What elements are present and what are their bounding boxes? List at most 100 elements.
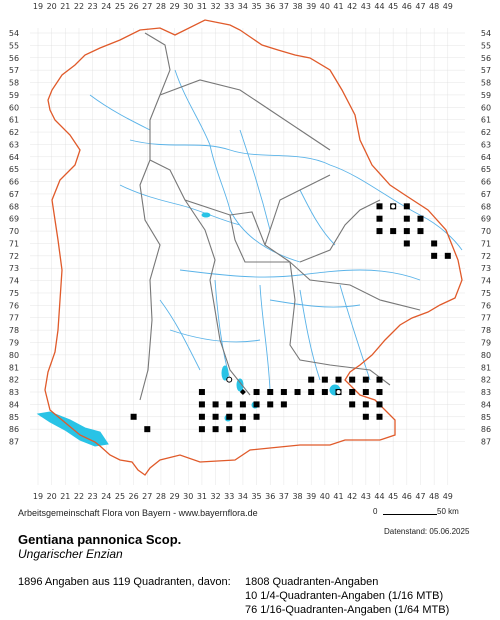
- right-tick-label: 66: [481, 178, 491, 187]
- record-marker: [253, 401, 260, 408]
- record-marker: [253, 413, 260, 420]
- top-tick-label: 37: [279, 2, 289, 11]
- record-marker: [321, 376, 328, 383]
- record-marker: [417, 228, 424, 235]
- right-tick-label: 55: [481, 41, 491, 50]
- bottom-tick-label: 48: [429, 492, 439, 500]
- record-marker: [335, 376, 342, 383]
- bottom-tick-label: 28: [156, 492, 166, 500]
- top-tick-label: 25: [115, 2, 125, 11]
- left-tick-label: 58: [9, 79, 19, 88]
- record-marker: [308, 376, 315, 383]
- record-marker: [376, 389, 383, 396]
- top-tick-label: 23: [88, 2, 98, 11]
- data-date: Datenstand: 05.06.2025: [384, 527, 470, 536]
- records: [130, 203, 451, 433]
- bottom-tick-label: 42: [347, 492, 357, 500]
- right-tick-label: 81: [481, 363, 491, 372]
- scale-zero-label: 0: [373, 507, 378, 516]
- top-tick-label: 26: [129, 2, 139, 11]
- right-tick-label: 63: [481, 140, 491, 149]
- german-name: Ungarischer Enzian: [18, 547, 123, 561]
- top-tick-label: 46: [402, 2, 412, 11]
- top-axis-labels: 19 20 21 22 23 24 25 26 27 28 29 30 31 32 33 34 35 36 37 38…: [33, 2, 453, 11]
- left-tick-label: 86: [9, 425, 19, 434]
- top-tick-label: 49: [443, 2, 453, 11]
- top-tick-label: 41: [333, 2, 343, 11]
- right-tick-label: 82: [481, 376, 491, 385]
- right-tick-label: 54: [481, 29, 491, 38]
- record-marker: [267, 401, 274, 408]
- right-tick-label: 75: [481, 289, 491, 298]
- right-axis-labels: 54 55 56 57 58 59 60 61 62 63 64 65 66 67 68 69 70 71 72 73…: [481, 29, 491, 447]
- district-boundaries: [139, 32, 421, 401]
- right-tick-label: 65: [481, 165, 491, 174]
- bottom-tick-label: 41: [333, 492, 343, 500]
- left-tick-label: 54: [9, 29, 19, 38]
- left-tick-label: 64: [9, 153, 19, 162]
- record-marker: [376, 413, 383, 420]
- top-tick-label: 42: [347, 2, 357, 11]
- left-axis-labels: 54 55 56 57 58 59 60 61 62 63 64 65 66 67 68 69 70 71 72 73…: [9, 29, 19, 447]
- left-tick-label: 75: [9, 289, 19, 298]
- record-marker: [212, 413, 219, 420]
- record-marker: [431, 252, 438, 259]
- record-circle: [335, 389, 342, 396]
- map-grid: [30, 28, 465, 485]
- top-tick-label: 24: [101, 2, 111, 11]
- top-tick-label: 43: [361, 2, 371, 11]
- record-marker: [198, 413, 205, 420]
- left-tick-label: 80: [9, 351, 19, 360]
- top-tick-label: 47: [415, 2, 425, 11]
- bottom-tick-label: 21: [60, 492, 70, 500]
- right-tick-label: 87: [481, 438, 491, 447]
- rivers: [89, 69, 463, 391]
- left-tick-label: 67: [9, 190, 19, 199]
- left-tick-label: 79: [9, 339, 19, 348]
- top-tick-label: 39: [306, 2, 316, 11]
- top-tick-label: 35: [251, 2, 261, 11]
- bottom-tick-label: 44: [374, 492, 384, 500]
- bottom-axis-labels: 19 20 21 22 23 24 25 26 27 28 29 30 31 32 33 34 35 36 37 38…: [33, 492, 453, 500]
- bottom-tick-label: 26: [129, 492, 139, 500]
- record-marker: [417, 215, 424, 222]
- record-marker: [362, 401, 369, 408]
- top-tick-label: 36: [265, 2, 275, 11]
- record-marker: [376, 203, 383, 210]
- bottom-tick-label: 19: [33, 492, 43, 500]
- bottom-tick-label: 22: [74, 492, 84, 500]
- record-marker: [198, 389, 205, 396]
- top-tick-label: 30: [183, 2, 193, 11]
- right-tick-label: 83: [481, 388, 491, 397]
- record-marker: [239, 426, 246, 433]
- record-marker: [280, 401, 287, 408]
- right-tick-label: 57: [481, 66, 491, 75]
- bottom-tick-label: 37: [279, 492, 289, 500]
- right-tick-label: 76: [481, 301, 491, 310]
- species-name: Gentiana pannonica Scop.: [18, 532, 182, 547]
- left-tick-label: 70: [9, 227, 19, 236]
- left-tick-label: 87: [9, 438, 19, 447]
- bottom-tick-label: 30: [183, 492, 193, 500]
- right-tick-label: 71: [481, 239, 491, 248]
- record-marker: [308, 389, 315, 396]
- right-tick-label: 86: [481, 425, 491, 434]
- right-tick-label: 64: [481, 153, 491, 162]
- top-tick-label: 31: [197, 2, 207, 11]
- record-marker: [226, 401, 233, 408]
- bottom-tick-label: 45: [388, 492, 398, 500]
- left-tick-label: 77: [9, 314, 19, 323]
- record-circle: [226, 376, 233, 383]
- left-tick-label: 61: [9, 116, 19, 125]
- right-tick-label: 69: [481, 215, 491, 224]
- right-tick-label: 68: [481, 202, 491, 211]
- right-tick-label: 80: [481, 351, 491, 360]
- record-marker: [239, 401, 246, 408]
- left-tick-label: 57: [9, 66, 19, 75]
- record-diamond: [376, 228, 383, 235]
- bottom-tick-label: 47: [415, 492, 425, 500]
- record-marker: [431, 240, 438, 247]
- stats-summary: 1896 Angaben aus 119 Quadranten, davon:: [18, 576, 231, 588]
- record-marker: [376, 376, 383, 383]
- left-tick-label: 74: [9, 277, 19, 286]
